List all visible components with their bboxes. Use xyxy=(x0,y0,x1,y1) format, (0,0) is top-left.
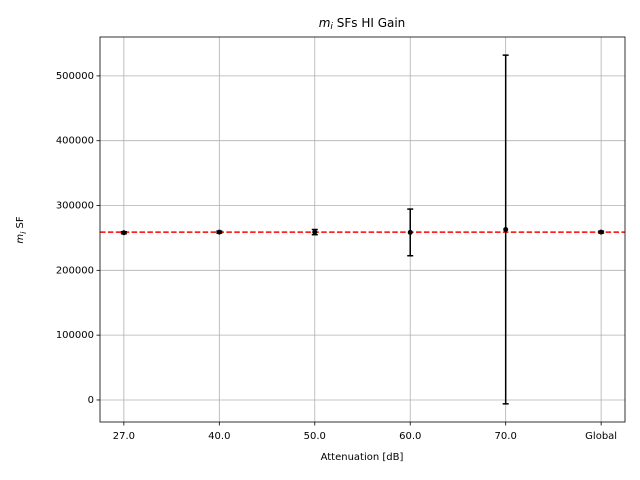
y-tick-label: 500000 xyxy=(56,71,94,82)
y-label-symbol: m xyxy=(15,234,26,244)
chart-title: mi SFs HI Gain xyxy=(319,16,406,32)
x-axis-label: Attenuation [dB] xyxy=(321,452,404,463)
data-point xyxy=(598,229,604,235)
data-point xyxy=(216,229,222,235)
y-tick-label: 100000 xyxy=(56,330,94,341)
x-tick-label: 27.0 xyxy=(113,431,135,442)
data-point xyxy=(121,230,127,236)
y-tick-label: 400000 xyxy=(56,136,94,147)
title-subscript: i xyxy=(330,22,333,32)
x-tick-label: Global xyxy=(585,431,617,442)
data-point xyxy=(312,229,318,235)
x-tick-label: 50.0 xyxy=(304,431,326,442)
x-tick-label: 70.0 xyxy=(495,431,517,442)
y-tick-label: 200000 xyxy=(56,265,94,276)
title-text: SFs HI Gain xyxy=(333,16,405,30)
data-point xyxy=(503,227,509,232)
title-symbol: m xyxy=(319,16,331,30)
y-label-subscript: i xyxy=(19,231,28,234)
y-tick-label: 300000 xyxy=(56,201,94,212)
x-tick-label: 40.0 xyxy=(208,431,230,442)
y-tick-label: 0 xyxy=(88,395,94,406)
y-axis-label: mi SF xyxy=(15,216,28,244)
y-label-text: SF xyxy=(15,216,26,232)
data-point xyxy=(407,229,413,235)
x-tick-label: 60.0 xyxy=(399,431,421,442)
plot-frame xyxy=(99,36,626,423)
